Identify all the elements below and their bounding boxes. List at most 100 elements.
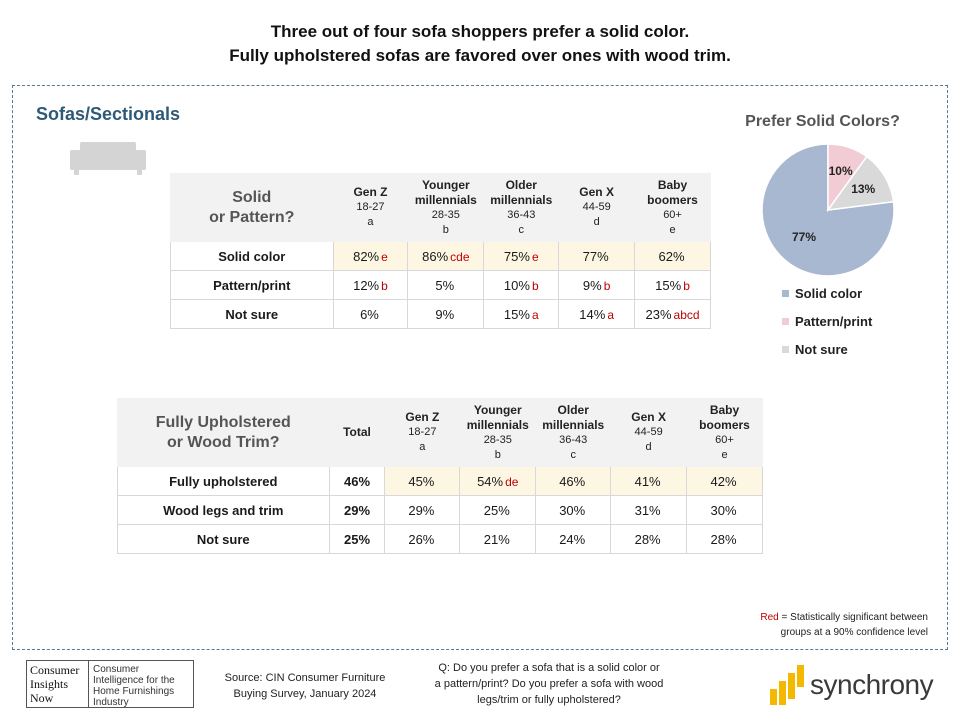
cell-value: 14% [579, 306, 606, 322]
column-name: Baby boomers [699, 402, 750, 432]
column-header: Baby boomers 60+ e [634, 173, 711, 242]
cell-value: 5% [435, 277, 455, 293]
cell-value: 28% [710, 531, 737, 547]
pie-slice-label: 77% [792, 230, 816, 244]
column-letter: c [570, 448, 576, 461]
synchrony-wordmark: synchrony [810, 669, 934, 700]
cin-word-3: Now [30, 691, 54, 705]
significance-letters: b [531, 278, 539, 293]
column-header: Gen X 44-59 d [558, 173, 636, 242]
column-letter: b [494, 448, 501, 461]
legend-swatch [782, 345, 789, 353]
pie-slice [761, 143, 895, 277]
cell-value: 29% [408, 502, 435, 518]
title-line-2: Fully upholstered sofas are favored over… [229, 46, 731, 65]
column-age: 36-43 [559, 433, 588, 446]
table-cell: 15% a [483, 299, 560, 329]
column-letter: b [442, 223, 449, 236]
table-cell: 31% [610, 495, 688, 525]
column-header: Younger millennials 28-35 b [407, 173, 485, 242]
column-age: 18-27 [356, 201, 385, 213]
table-cell: 30% [686, 495, 763, 525]
slide-title: Three out of four sofa shoppers prefer a… [0, 20, 960, 68]
table-cell: 5% [407, 270, 485, 300]
column-header: Gen Z 18-27 a [384, 398, 461, 467]
pie-slice-label: 13% [851, 182, 875, 196]
significance-letters: de [505, 474, 519, 489]
significance-letters: b [683, 278, 690, 293]
legend-swatch [782, 289, 789, 297]
cell-value: 42% [710, 473, 737, 489]
column-age: 44-59 [634, 426, 663, 438]
table-cell: 28% [686, 524, 763, 554]
table-header-row: Fully Upholstered or Wood Trim? Total Ge… [117, 398, 763, 467]
cell-value: 31% [634, 502, 661, 518]
table-row: Pattern/print 12% b 5% 10% b 9% b 15% b [170, 270, 711, 300]
consumer-insights-now-logo: Consumer Insights Now Consumer Intellige… [26, 660, 194, 708]
table-row: Solid color 82% e 86% cde 75% e 77% 62% [170, 241, 711, 271]
sofa-icon [70, 142, 146, 175]
column-age: 28-35 [483, 433, 512, 446]
cell-value: 12% [353, 277, 380, 293]
total-cell: 29% [328, 495, 386, 525]
upholstered-or-wood-trim-table: Fully Upholstered or Wood Trim? Total Ge… [117, 398, 763, 554]
significance-letters: b [381, 278, 388, 293]
column-letter: e [669, 223, 676, 236]
column-name: Gen X [579, 185, 614, 199]
pie-chart: 77% 10% 13% [761, 143, 895, 277]
row-label: Not sure [117, 524, 330, 554]
column-age: 44-59 [582, 201, 611, 213]
significance-letters: b [603, 278, 611, 293]
column-letter: d [645, 441, 652, 453]
column-name: Younger millennials [414, 177, 477, 207]
table-cell: 14% a [558, 299, 636, 329]
table-row: Not sure 25% 26% 21% 24% 28% 28% [117, 524, 763, 554]
cell-value: 75% [503, 248, 530, 264]
cin-word-1: Consumer [30, 663, 80, 677]
legend-label: Solid color [795, 285, 863, 301]
table-cell: 42% [686, 466, 763, 496]
question-text: Q: Do you prefer a sofa that is a solid … [434, 662, 664, 706]
column-letter: e [721, 448, 728, 461]
column-header: Younger millennials 28-35 b [459, 398, 537, 467]
pie-slice [826, 155, 895, 211]
cell-value: 21% [483, 531, 510, 547]
significance-letters: a [531, 307, 539, 322]
cell-value: 54% [477, 473, 504, 489]
column-age: 36-43 [507, 208, 536, 221]
column-letter: c [518, 223, 525, 236]
pie-slice-label: 10% [829, 164, 853, 178]
pie-title: Prefer Solid Colors? [745, 113, 900, 130]
cell-value: 15% [655, 277, 682, 293]
legend-swatch [782, 317, 789, 325]
column-name: Older millennials [490, 177, 553, 207]
question-line-1: Solid [232, 188, 272, 206]
column-age: 60+ [663, 208, 682, 221]
cell-value: 15% [503, 306, 530, 322]
table-cell: 45% [384, 466, 461, 496]
significance-letters: e [381, 249, 388, 264]
question-line-2: or Wood Trim? [166, 433, 280, 451]
cell-value: 24% [559, 531, 586, 547]
cell-value: 46% [559, 473, 586, 489]
table-cell: 6% [332, 299, 409, 329]
table-cell: 23% abcd [634, 299, 711, 329]
column-name: Gen Z [353, 185, 388, 199]
total-column-header: Total [328, 398, 386, 467]
cell-value: 25% [483, 502, 510, 518]
table-cell: 86% cde [407, 241, 485, 271]
pie-legend: Solid color Pattern/print Not sure [782, 286, 872, 370]
table-cell: 15% b [634, 270, 711, 300]
cell-value: 30% [710, 502, 737, 518]
table-cell: 24% [535, 524, 612, 554]
column-header: Older millennials 36-43 c [535, 398, 612, 467]
legend-item: Pattern/print [782, 314, 872, 329]
table-cell: 75% e [483, 241, 560, 271]
table-cell: 77% [558, 241, 636, 271]
table-row: Wood legs and trim 29% 29% 25% 30% 31% 3… [117, 495, 763, 525]
row-label: Wood legs and trim [117, 495, 330, 525]
row-label: Pattern/print [170, 270, 334, 300]
note-red-word: Red [760, 612, 779, 623]
column-name: Gen Z [405, 410, 440, 424]
column-header: Gen Z 18-27 a [332, 173, 409, 242]
